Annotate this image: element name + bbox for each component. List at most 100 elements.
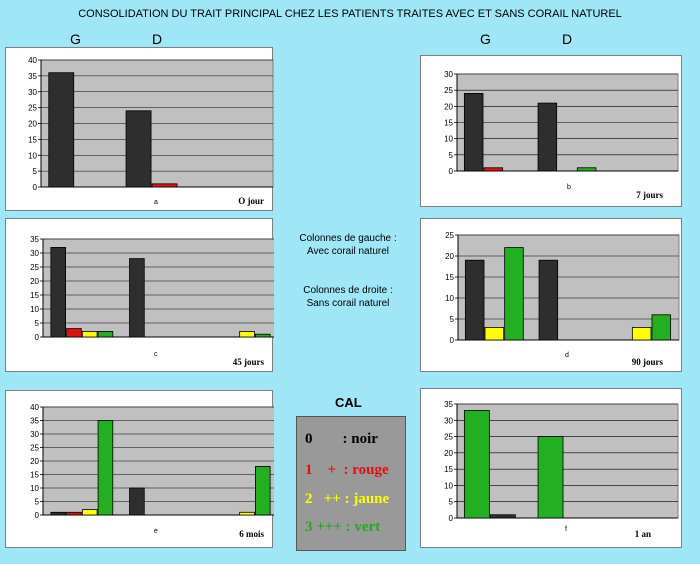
y-tick-label: 0: [35, 511, 40, 520]
bar-green: [504, 247, 524, 341]
y-tick-label: 15: [30, 291, 39, 300]
plot-area: [457, 234, 680, 341]
bar-red: [66, 511, 82, 516]
bar-black: [537, 102, 558, 172]
bar-black: [129, 487, 145, 516]
y-tick-label: 20: [30, 277, 39, 286]
bar-green: [463, 410, 490, 519]
y-tick-label: 30: [444, 70, 453, 79]
y-tick-label: 25: [444, 433, 453, 442]
chart-time-label: 6 mois: [239, 529, 264, 539]
chart-time-label: 90 jours: [632, 357, 664, 367]
bar-green: [97, 331, 114, 338]
y-tick-label: 10: [28, 151, 37, 160]
y-tick-label: 20: [28, 120, 37, 129]
bar-green: [97, 420, 114, 516]
bar-green: [576, 167, 597, 172]
y-tick-label: 35: [444, 400, 453, 409]
y-tick-label: 30: [30, 249, 39, 258]
y-tick-label: 25: [445, 231, 454, 240]
cal-title: CAL: [335, 395, 362, 410]
y-tick-label: 5: [35, 498, 40, 507]
bar-black: [463, 93, 484, 172]
y-tick-label: 10: [30, 484, 39, 493]
bar-green: [651, 314, 672, 341]
bar-black: [50, 246, 66, 338]
y-tick-label: 0: [450, 336, 455, 345]
y-tick-label: 10: [444, 135, 453, 144]
bar-yellow: [81, 509, 98, 516]
page-title: CONSOLIDATION DU TRAIT PRINCIPAL CHEZ LE…: [78, 8, 622, 20]
bar-black: [48, 72, 75, 188]
chart-svg: 0 5 10 15 20 25 30 35 40 e 6 mois: [30, 403, 274, 539]
y-tick-label: 5: [449, 498, 454, 507]
chart-panel-c: 0 5 10 15 20 25 30 35 c 45 jours: [5, 218, 274, 372]
y-tick-label: 35: [28, 72, 37, 81]
chart-svg: 0 5 10 15 20 25 30 b 7 jours: [444, 70, 679, 200]
y-tick-label: 25: [30, 263, 39, 272]
y-tick-label: 0: [33, 183, 38, 192]
chart-panel-d: 0 5 10 15 20 25 d 90 jours: [420, 218, 682, 372]
chart-letter: d: [565, 352, 569, 359]
bar-yellow: [239, 331, 255, 338]
chart-svg: 0 5 10 15 20 25 30 35 f 1 an: [444, 400, 679, 539]
y-tick-label: 10: [445, 294, 454, 303]
bar-yellow: [484, 327, 505, 341]
y-tick-label: 5: [449, 151, 454, 160]
cal-legend: 0 : noir 1 + : rouge 2 ++ : jaune 3 +++ …: [296, 416, 406, 551]
y-tick-label: 40: [30, 403, 39, 412]
bar-red: [483, 167, 504, 172]
bar-yellow: [631, 327, 652, 341]
y-tick-label: 30: [28, 88, 37, 97]
legend-item-0: 0 : noir: [305, 431, 378, 447]
info-line-4: Sans corail naturel: [306, 298, 390, 309]
bar-green: [537, 436, 564, 519]
y-tick-label: 15: [30, 471, 39, 480]
chart-svg: 0 5 10 15 20 25 d 90 jours: [445, 231, 680, 367]
y-tick-label: 30: [30, 430, 39, 439]
bar-yellow: [239, 511, 255, 516]
info-line-2: Avec corail naturel: [306, 246, 390, 257]
bar-yellow: [81, 331, 98, 338]
y-tick-label: 20: [444, 449, 453, 458]
y-tick-label: 0: [35, 333, 40, 342]
chart-time-label: O jour: [238, 196, 264, 206]
y-tick-label: 35: [30, 235, 39, 244]
chart-letter: e: [154, 528, 158, 535]
header-g-right: G: [480, 31, 491, 47]
bar-black: [50, 511, 66, 516]
chart-svg: 0 5 10 15 20 25 30 35 c 45 jours: [30, 235, 274, 367]
chart-letter: c: [154, 351, 158, 358]
chart-time-label: 7 jours: [636, 190, 663, 200]
bar-black: [489, 514, 516, 519]
y-tick-label: 5: [450, 315, 455, 324]
y-tick-label: 40: [28, 56, 37, 65]
info-left-columns: Colonnes de gauche : Avec corail naturel: [283, 232, 413, 258]
chart-time-label: 45 jours: [233, 357, 265, 367]
y-tick-label: 25: [30, 444, 39, 453]
y-tick-label: 20: [445, 252, 454, 261]
bar-green: [254, 466, 271, 516]
plot-area: [42, 238, 274, 338]
y-tick-label: 15: [445, 273, 454, 282]
bar-black: [464, 259, 485, 341]
plot-area: [456, 403, 679, 519]
y-tick-label: 10: [30, 305, 39, 314]
bar-red: [151, 183, 178, 188]
info-line-3: Colonnes de droite :: [303, 285, 393, 296]
chart-panel-a: 0 5 10 15 20 25 30 35 40 a O jour: [5, 47, 274, 211]
legend-item-3: 3 +++ : vert: [305, 519, 381, 535]
chart-panel-e: 0 5 10 15 20 25 30 35 40 e 6 mois: [5, 390, 274, 548]
y-tick-label: 20: [444, 102, 453, 111]
header-d-left: D: [152, 31, 163, 47]
chart-panel-f: 0 5 10 15 20 25 30 35 f 1 an: [420, 388, 682, 548]
bar-black: [538, 259, 559, 341]
y-tick-label: 20: [30, 457, 39, 466]
bar-green: [254, 333, 271, 338]
y-tick-label: 10: [444, 481, 453, 490]
y-tick-label: 15: [444, 465, 453, 474]
bar-black: [129, 258, 145, 338]
bar-black: [125, 110, 152, 188]
legend-item-1: 1 + : rouge: [305, 462, 389, 478]
chart-letter: b: [567, 184, 571, 191]
